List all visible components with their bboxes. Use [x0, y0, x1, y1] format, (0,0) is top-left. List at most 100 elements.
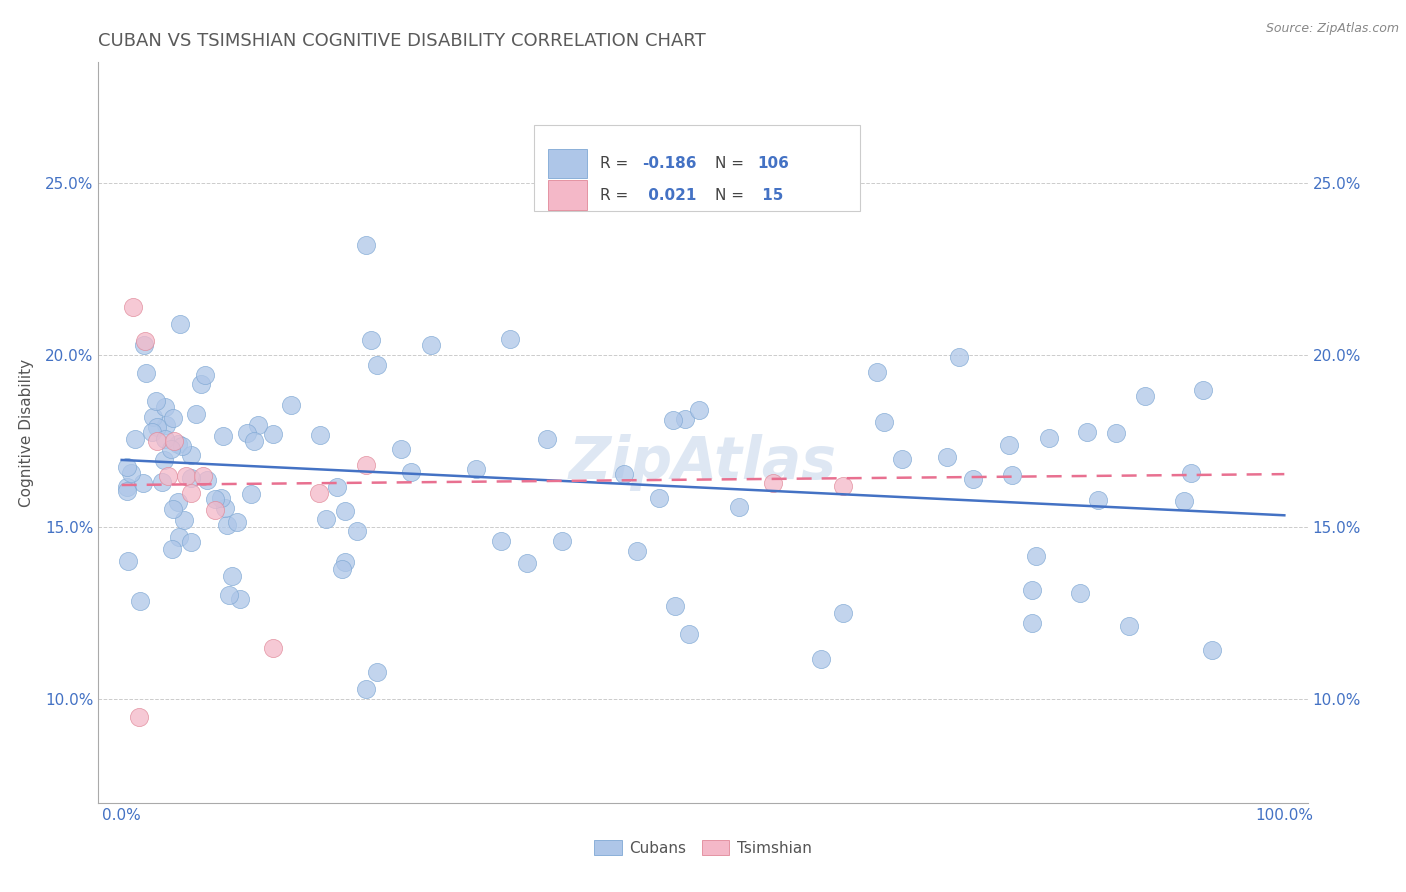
Text: 15: 15 [758, 187, 783, 202]
Point [866, 365, 889, 379]
Point [551, 533, 574, 548]
Point [218, 588, 240, 602]
Point [962, 471, 984, 485]
Point [499, 332, 522, 346]
Point [190, 377, 212, 392]
Point [166, 495, 188, 509]
Point [762, 475, 785, 490]
Point [153, 432, 176, 446]
Point [727, 500, 749, 515]
Point [354, 682, 377, 697]
Point [309, 428, 332, 442]
Point [174, 468, 197, 483]
Point [212, 429, 235, 443]
Point [890, 451, 912, 466]
Point [1105, 425, 1128, 440]
Point [221, 569, 243, 583]
FancyBboxPatch shape [548, 149, 586, 178]
Point [170, 439, 193, 453]
Point [1076, 425, 1098, 439]
Point [997, 438, 1019, 452]
Point [399, 465, 422, 479]
Point [489, 534, 512, 549]
Point [166, 437, 188, 451]
Point [360, 333, 382, 347]
Point [1133, 389, 1156, 403]
Point [129, 594, 152, 608]
Point [184, 407, 207, 421]
Point [1192, 383, 1215, 397]
Point [673, 412, 696, 426]
Text: ZipAtlas: ZipAtlas [569, 434, 837, 491]
Point [354, 238, 377, 252]
Point [1025, 549, 1047, 563]
Point [150, 475, 173, 489]
Point [333, 555, 356, 569]
Point [157, 468, 180, 483]
Point [195, 473, 218, 487]
Point [180, 471, 202, 485]
Point [354, 458, 377, 473]
Point [209, 491, 232, 506]
Point [308, 486, 330, 500]
Text: CUBAN VS TSIMSHIAN COGNITIVE DISABILITY CORRELATION CHART: CUBAN VS TSIMSHIAN COGNITIVE DISABILITY … [98, 32, 706, 50]
Legend: Cubans, Tsimshian: Cubans, Tsimshian [588, 834, 818, 862]
Point [180, 486, 202, 500]
Point [135, 367, 157, 381]
Point [173, 513, 195, 527]
Point [153, 453, 176, 467]
Point [214, 501, 236, 516]
Point [389, 442, 412, 457]
Point [346, 524, 368, 538]
Point [262, 427, 284, 442]
Point [117, 480, 139, 494]
Point [831, 607, 853, 621]
Point [1001, 468, 1024, 483]
Point [366, 359, 388, 373]
Point [120, 466, 142, 480]
Point [155, 418, 177, 433]
Point [239, 486, 262, 500]
Point [225, 516, 247, 530]
FancyBboxPatch shape [534, 126, 860, 211]
Point [516, 556, 538, 570]
Point [191, 468, 214, 483]
Point [464, 462, 486, 476]
Point [160, 442, 183, 456]
Text: R =: R = [600, 156, 633, 171]
Point [280, 398, 302, 412]
Point [124, 432, 146, 446]
Point [1180, 467, 1202, 481]
Point [330, 562, 353, 576]
Point [948, 350, 970, 364]
Text: Source: ZipAtlas.com: Source: ZipAtlas.com [1265, 22, 1399, 36]
Point [132, 338, 155, 352]
Point [420, 337, 443, 351]
Point [204, 491, 226, 506]
Point [117, 554, 139, 568]
Point [613, 467, 636, 482]
Point [167, 531, 190, 545]
FancyBboxPatch shape [548, 180, 586, 210]
Point [678, 627, 700, 641]
Text: 0.021: 0.021 [643, 187, 696, 202]
Point [335, 504, 357, 518]
Point [204, 503, 226, 517]
Point [1173, 494, 1195, 508]
Point [873, 415, 896, 429]
Point [1087, 492, 1109, 507]
Point [117, 459, 139, 474]
Point [645, 131, 668, 145]
Point [1021, 583, 1043, 598]
Point [326, 480, 349, 494]
Point [117, 483, 139, 498]
Point [134, 334, 156, 349]
Point [536, 432, 558, 446]
Point [229, 592, 252, 607]
Point [661, 412, 683, 426]
Point [163, 434, 186, 449]
Point [236, 425, 259, 440]
Point [169, 317, 191, 331]
Text: 106: 106 [758, 156, 789, 171]
Point [180, 448, 202, 462]
